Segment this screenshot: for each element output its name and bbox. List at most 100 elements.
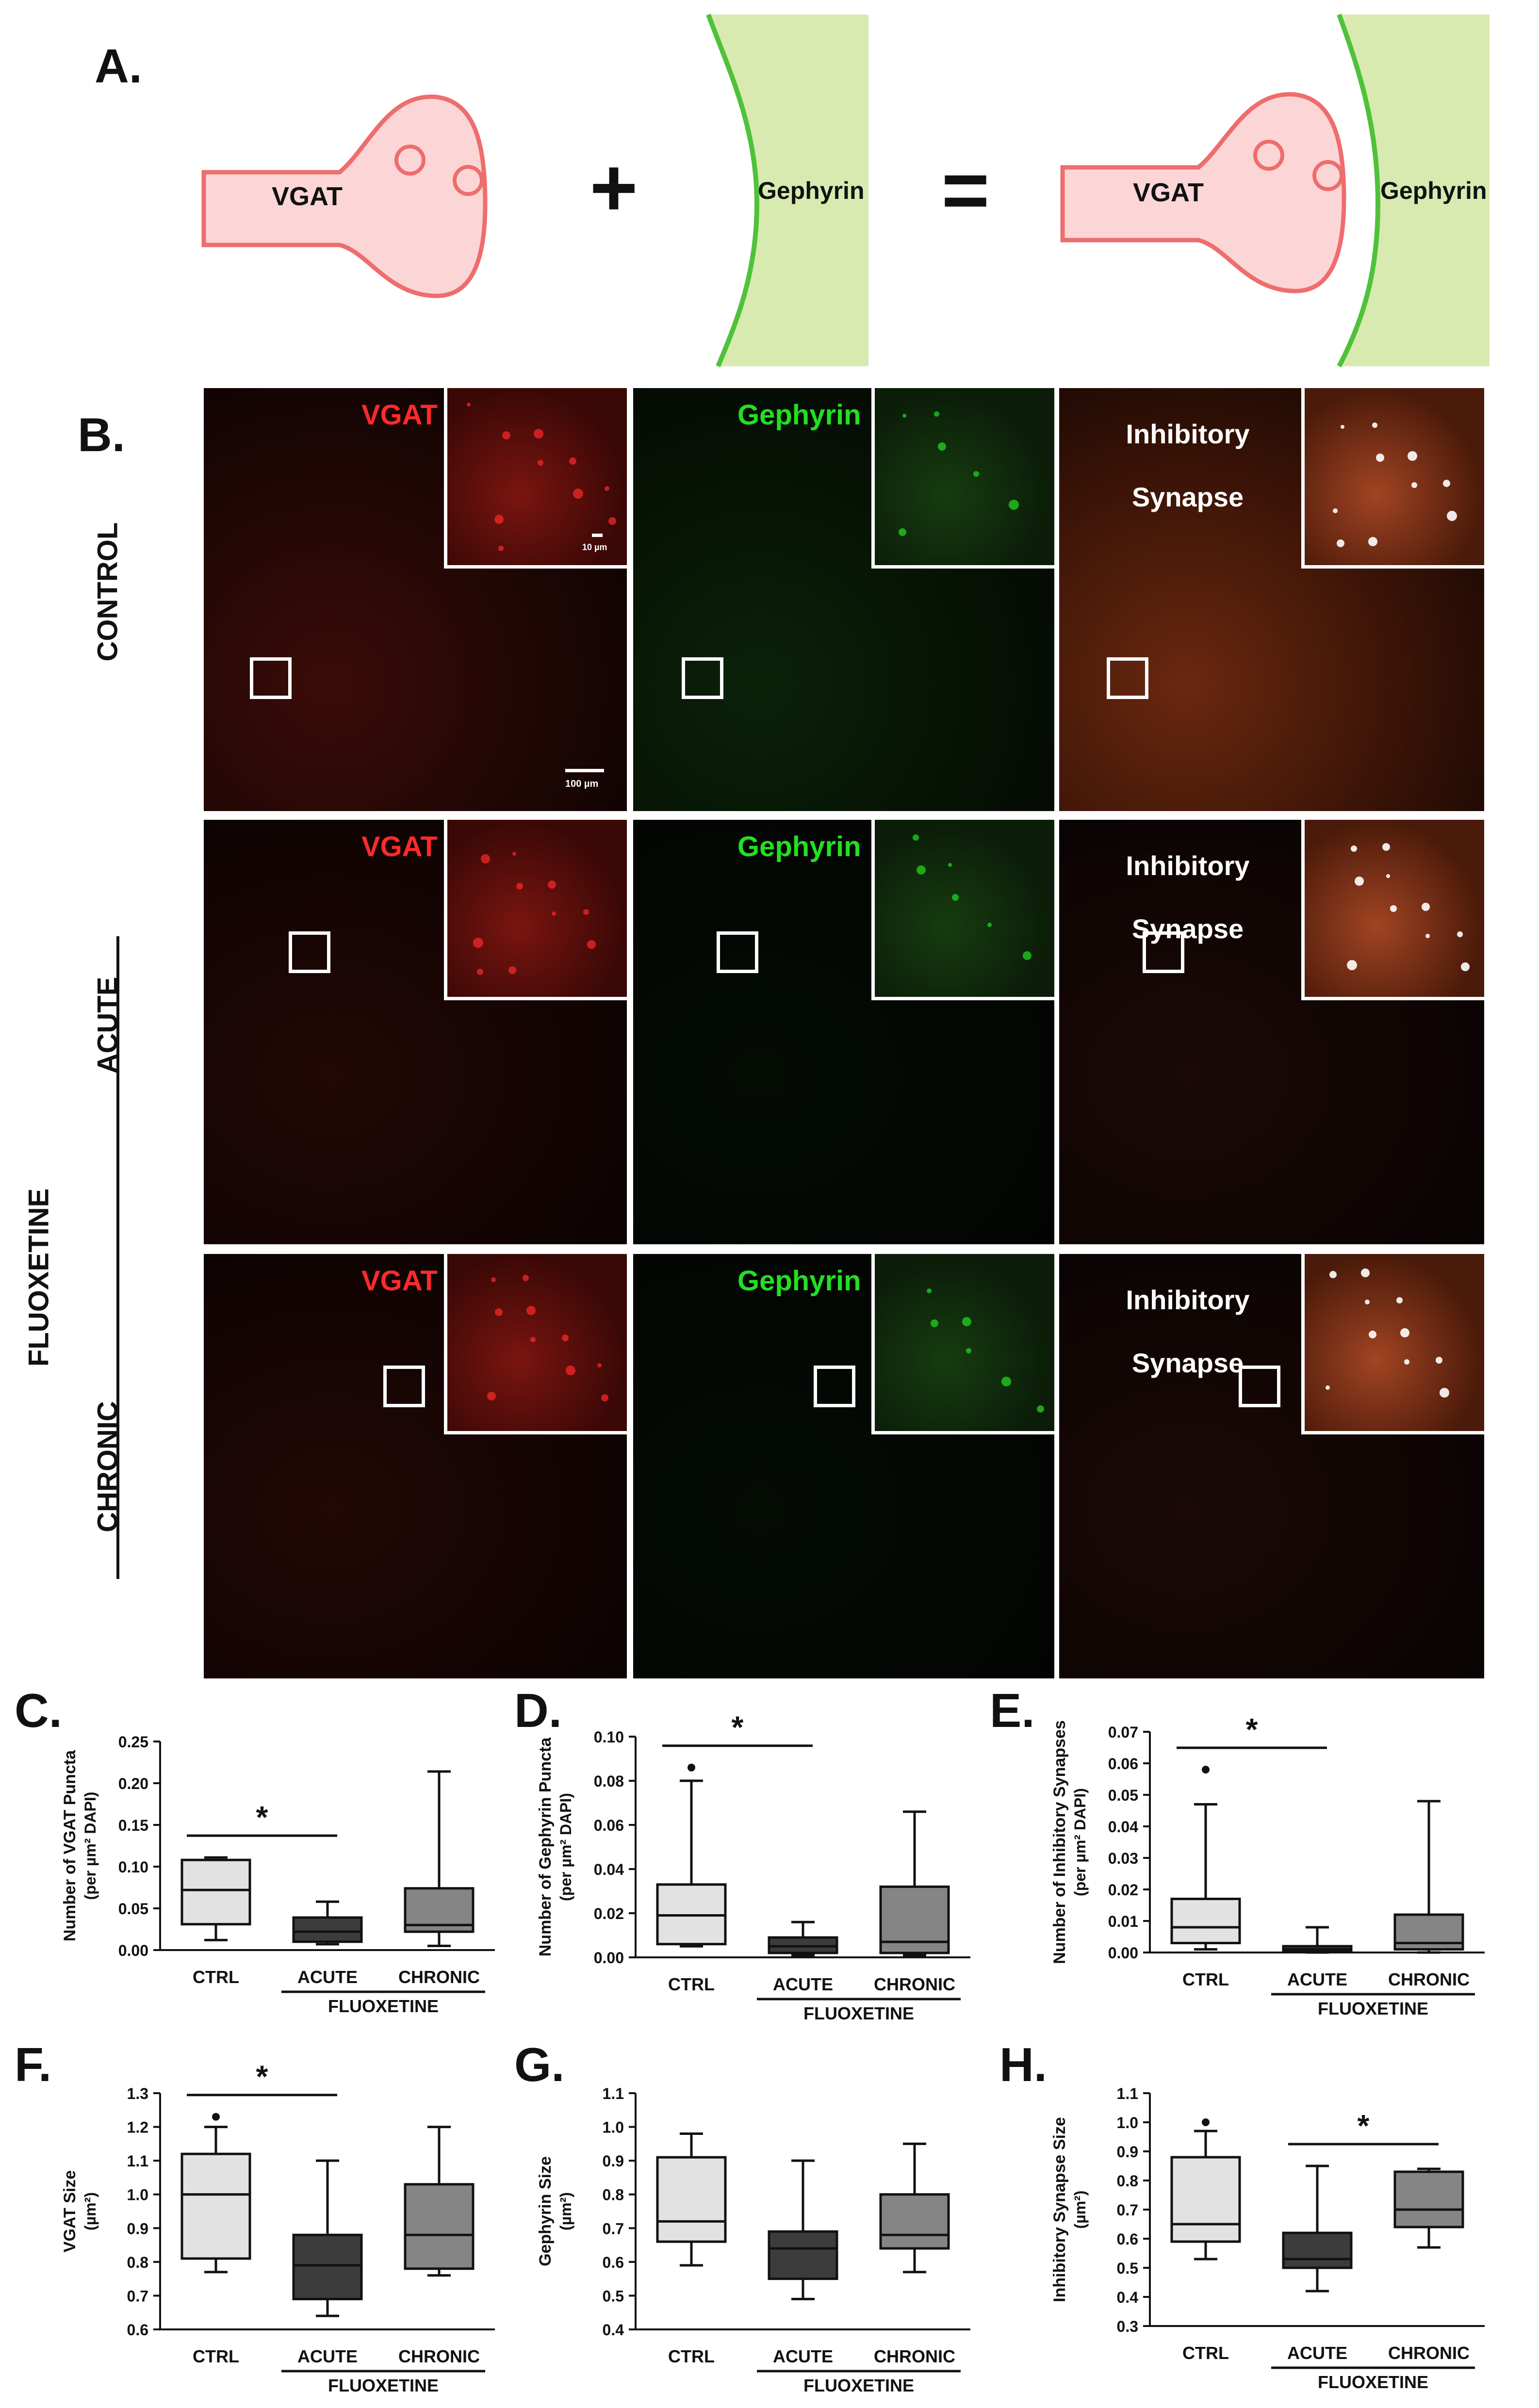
gephyrin-membrane-edge	[706, 14, 760, 367]
puncta	[1333, 508, 1338, 513]
puncta	[1447, 511, 1457, 521]
significance-star: *	[1246, 1712, 1258, 1747]
puncta	[987, 923, 992, 927]
puncta	[952, 894, 959, 901]
y-tick-label: 0.06	[1108, 1755, 1138, 1773]
inset-zoom	[444, 820, 627, 1000]
box-ctrl	[1170, 1898, 1241, 1944]
synapse-channel-label: Inhibitory Synapse	[1108, 403, 1268, 529]
box-acute	[1282, 2231, 1353, 2269]
synapse-label-line2: Synapse	[1131, 913, 1244, 944]
x-tick-label: CHRONIC	[398, 1967, 480, 1987]
group-label: FLUOXETINE	[803, 2375, 914, 2395]
y-tick-label: 0.4	[1117, 2289, 1139, 2306]
puncta	[552, 911, 556, 916]
x-tick-label: ACUTE	[297, 2346, 358, 2366]
puncta	[526, 1306, 536, 1315]
panel-label-c: C.	[15, 1684, 62, 1737]
x-tick-label: CTRL	[668, 1974, 715, 1994]
y-axis-unit: (per µm² DAPI)	[557, 1793, 574, 1901]
group-label: FLUOXETINE	[1318, 2372, 1428, 2392]
group-label: FLUOXETINE	[328, 2375, 439, 2395]
panel-label-f: F.	[15, 2038, 52, 2091]
puncta	[605, 486, 609, 491]
vesicle	[1253, 140, 1284, 171]
schematic-vgat-label: VGAT	[272, 182, 343, 211]
puncta	[962, 1317, 971, 1326]
outlier-point	[688, 1763, 695, 1772]
puncta	[1457, 931, 1463, 937]
outlier-point	[1202, 2118, 1210, 2126]
puncta	[1386, 874, 1390, 878]
puncta	[1425, 934, 1430, 938]
puncta	[931, 1319, 938, 1327]
y-tick-label: 0.8	[603, 2186, 624, 2204]
puncta	[608, 517, 616, 525]
region-of-interest-box	[1107, 657, 1148, 699]
puncta	[467, 403, 471, 407]
puncta	[1436, 1357, 1442, 1364]
box-ctrl	[1170, 2156, 1241, 2243]
scale-bar-small	[592, 534, 603, 537]
gephyrin-membrane-shape	[708, 15, 868, 366]
y-tick-label: 0.01	[1108, 1913, 1138, 1930]
y-tick-label: 0.07	[1108, 1724, 1138, 1741]
inset-zoom	[871, 388, 1054, 569]
equals-sign: =	[941, 144, 989, 236]
puncta	[1390, 905, 1397, 912]
puncta	[1355, 877, 1364, 886]
y-axis-unit: (µm²)	[1071, 2191, 1089, 2229]
puncta	[1009, 500, 1019, 510]
puncta	[913, 834, 919, 841]
x-tick-label: CHRONIC	[874, 1974, 955, 1994]
vgat-channel-label: VGAT	[361, 399, 438, 431]
outlier-point	[212, 2113, 220, 2121]
group-label: FLUOXETINE	[328, 1996, 439, 2016]
puncta	[1351, 846, 1357, 852]
outlier-point	[1202, 1766, 1210, 1773]
puncta	[495, 1308, 503, 1316]
y-tick-label: 0.25	[118, 1733, 148, 1751]
group-label: FLUOXETINE	[1318, 1999, 1428, 2018]
region-of-interest-box	[1143, 931, 1184, 973]
puncta	[1440, 1388, 1449, 1398]
y-tick-label: 0.10	[594, 1728, 624, 1746]
y-tick-label: 0.15	[118, 1817, 148, 1834]
puncta	[487, 1392, 496, 1400]
y-tick-label: 0.10	[118, 1858, 148, 1876]
region-of-interest-box	[250, 657, 292, 699]
synapse-label-line1: Inhibitory	[1126, 1285, 1250, 1315]
gephyrin-membrane-shape	[1339, 15, 1490, 366]
puncta	[1326, 1385, 1330, 1390]
puncta	[512, 852, 516, 856]
y-axis-unit: (per µm² DAPI)	[82, 1792, 99, 1900]
y-tick-label: 0.9	[603, 2152, 624, 2170]
puncta	[1365, 1300, 1370, 1304]
puncta	[538, 460, 543, 466]
x-tick-label: ACUTE	[773, 2346, 833, 2366]
y-tick-label: 0.00	[118, 1942, 148, 1959]
scale-label-large: 100 µm	[565, 779, 599, 789]
y-tick-label: 0.7	[603, 2220, 624, 2237]
gephyrin-channel-label: Gephyrin	[737, 1265, 861, 1297]
puncta	[899, 528, 906, 536]
puncta	[1001, 1377, 1011, 1386]
x-tick-label: CTRL	[193, 1967, 239, 1987]
puncta	[1329, 1271, 1337, 1278]
puncta	[477, 969, 483, 975]
y-tick-label: 1.1	[1117, 2085, 1138, 2102]
y-axis-title: Gephyrin Size	[536, 2156, 555, 2266]
micrograph-chronic-synapse: Inhibitory Synapse	[1059, 1254, 1484, 1678]
box-acute	[292, 1916, 363, 1943]
panel-label-d: D.	[514, 1684, 562, 1737]
y-tick-label: 0.7	[127, 2287, 148, 2305]
puncta	[1372, 423, 1377, 428]
puncta	[934, 411, 939, 417]
puncta	[1404, 1359, 1409, 1365]
inset-zoom	[1301, 1254, 1484, 1434]
puncta	[1023, 951, 1031, 960]
puncta	[569, 457, 576, 465]
region-of-interest-box	[1239, 1366, 1280, 1407]
inset-zoom	[1301, 820, 1484, 1000]
y-axis-title: Number of VGAT Puncta	[61, 1750, 79, 1941]
